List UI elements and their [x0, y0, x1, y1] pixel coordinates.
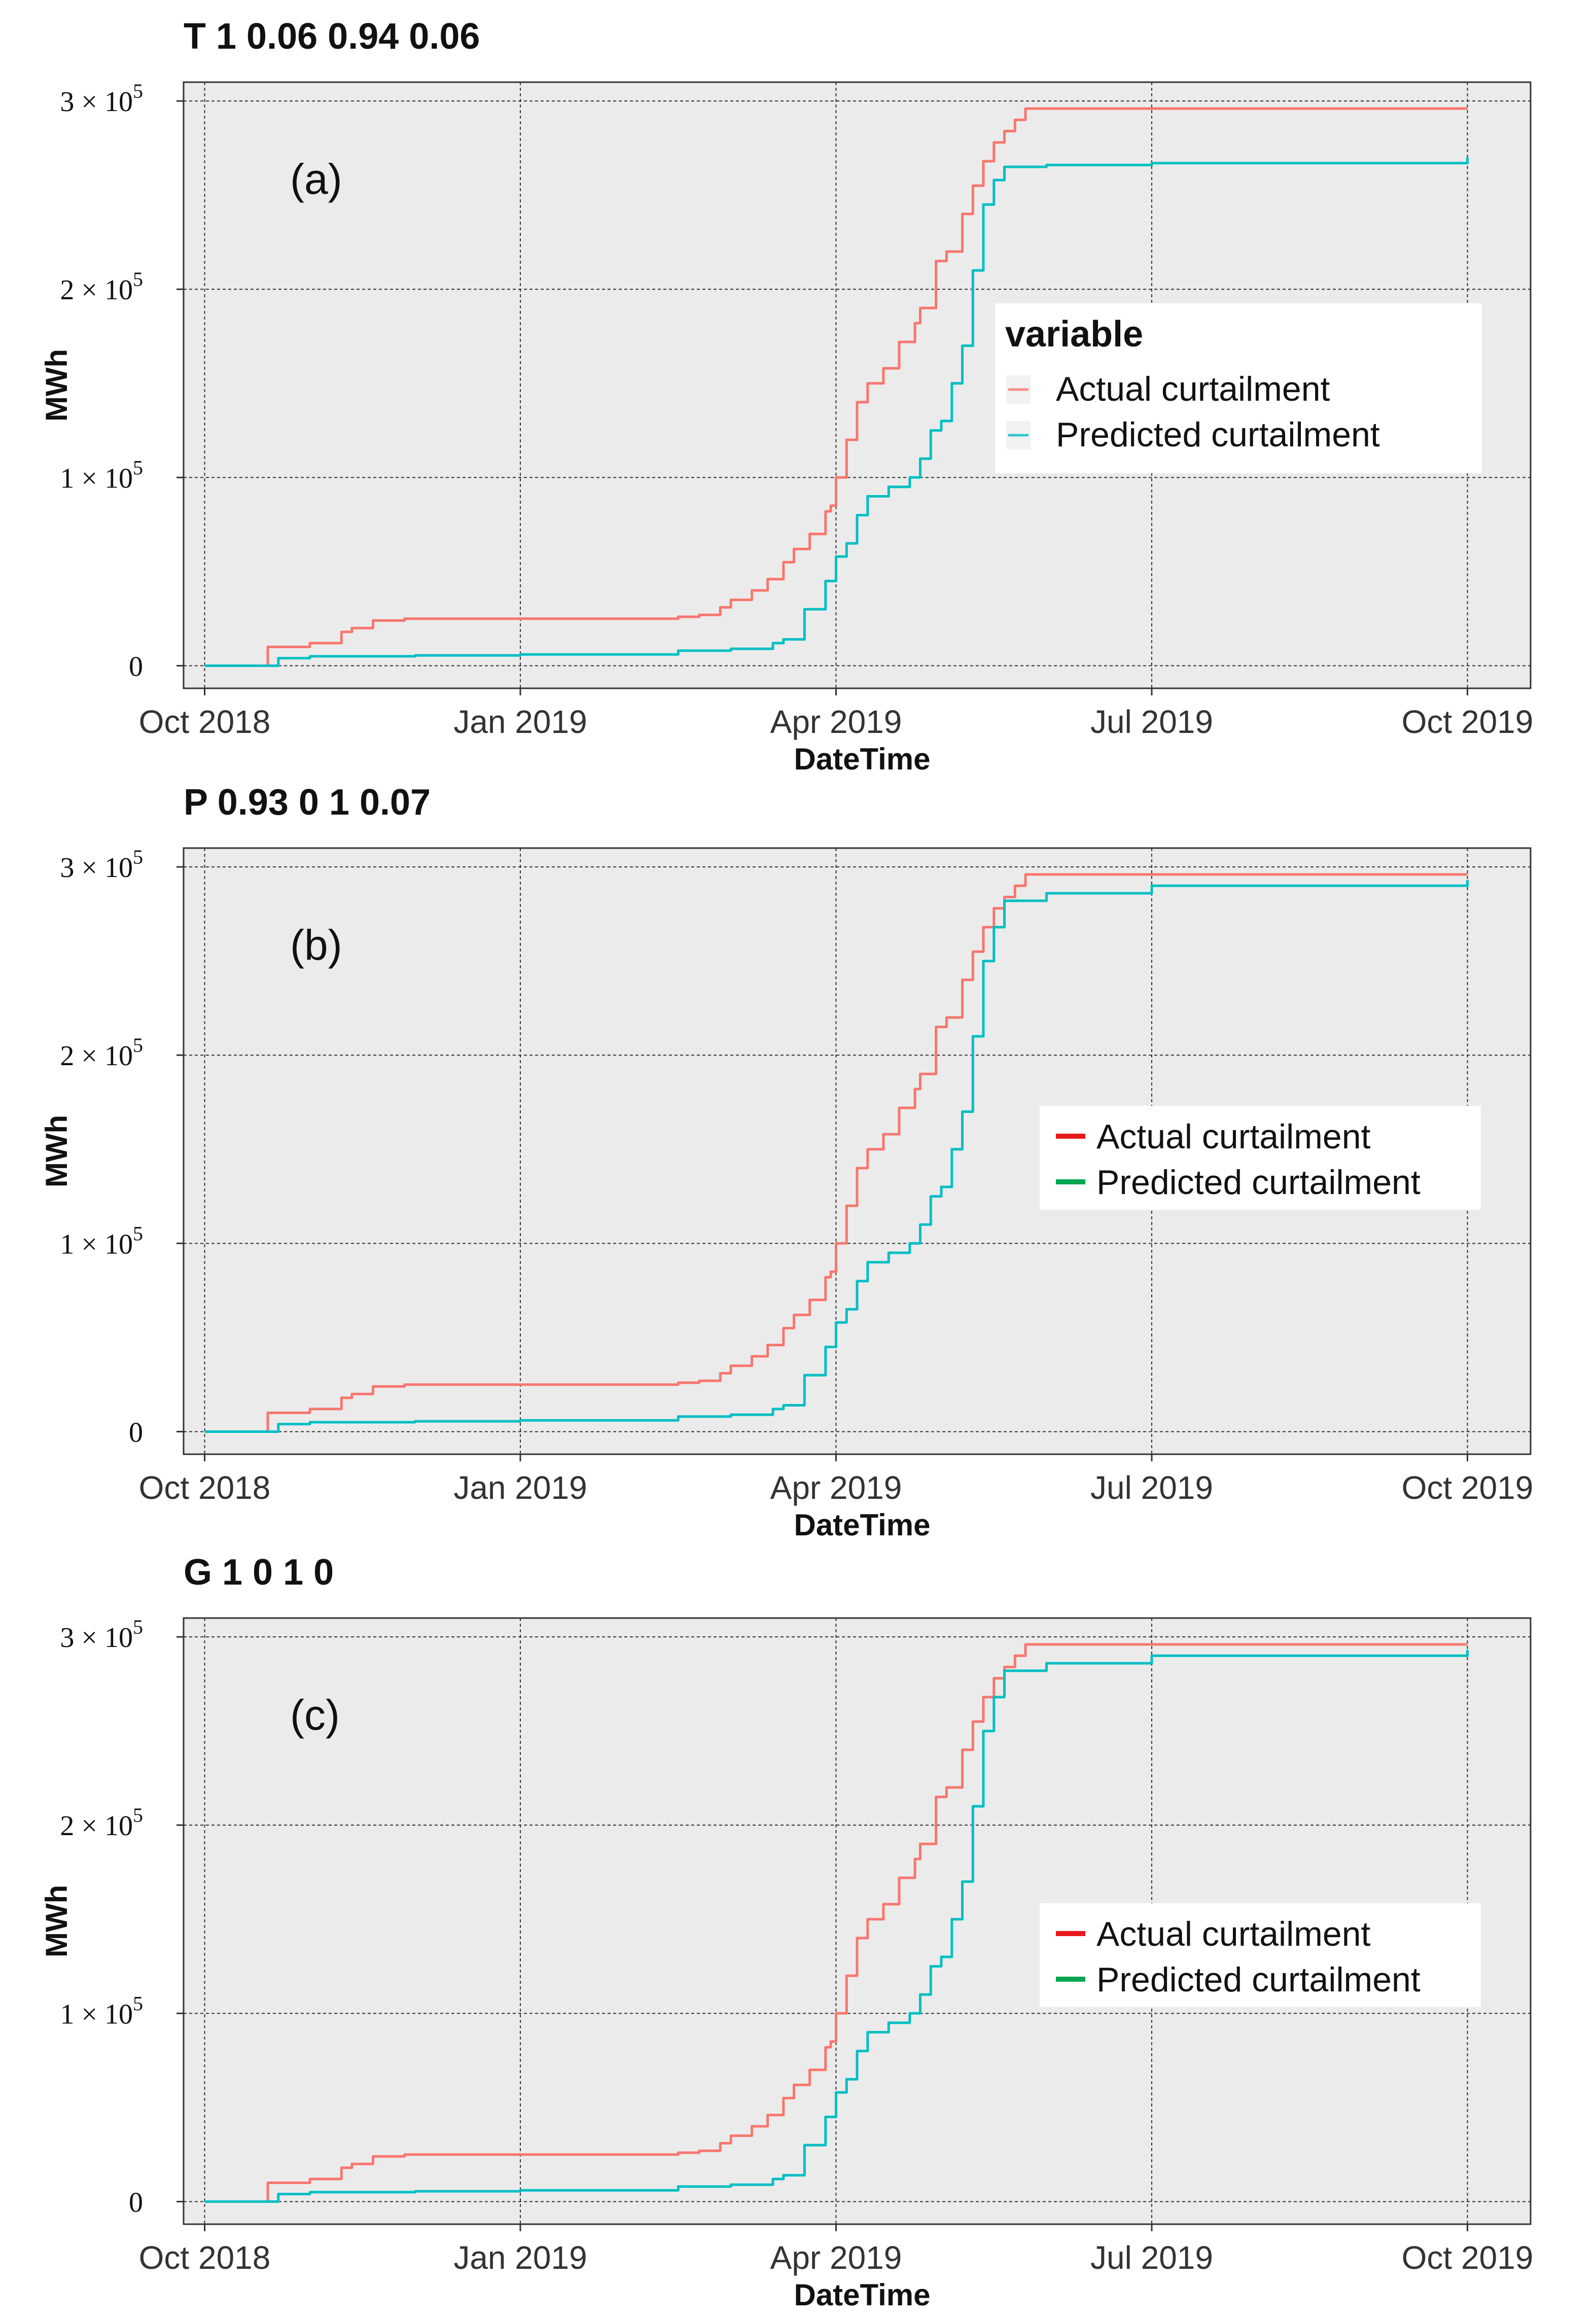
y-tick-mantissa: 0 — [129, 1417, 143, 1448]
series-line-actual — [204, 873, 1468, 1433]
x-axis-label: DateTime — [794, 2278, 930, 2312]
plot-border — [183, 1617, 1532, 2225]
x-tick-label: Oct 2018 — [139, 2239, 271, 2276]
legend-entry-label: Predicted curtailment — [1096, 1163, 1421, 1202]
y-tick-label: 2 × 105 — [60, 1804, 143, 1842]
x-axis-label: DateTime — [794, 742, 930, 776]
y-tick-mantissa: 1 × 10 — [60, 463, 133, 494]
y-tick-label: 3 × 105 — [60, 1616, 143, 1654]
y-tick-label: 3 × 105 — [60, 846, 143, 884]
x-tick-label: Jul 2019 — [1090, 1469, 1213, 1506]
chart-panel-2: P 0.93 0 1 0.07 Oct 2018 Jan 2019 Apr 2019 J… — [40, 782, 1533, 1542]
x-axis-label: DateTime — [794, 1508, 930, 1542]
legend-box — [1040, 1106, 1481, 1210]
y-tick-mantissa: 2 × 10 — [60, 274, 133, 306]
y-tick-label: 1 × 105 — [60, 1222, 143, 1260]
y-tick-exponent: 5 — [133, 456, 143, 479]
y-tick-mantissa: 3 × 10 — [60, 852, 133, 884]
chart-title: P 0.93 0 1 0.07 — [184, 782, 431, 823]
plot-border — [183, 847, 1532, 1455]
y-tick-label: 1 × 105 — [60, 1992, 143, 2030]
x-tick-label: Oct 2018 — [139, 1469, 271, 1506]
x-tick-label: Jul 2019 — [1090, 2239, 1213, 2276]
y-tick-label: 0 — [129, 1417, 143, 1448]
panel-label: (c) — [290, 1691, 340, 1739]
y-tick-mantissa: 3 × 10 — [60, 1622, 133, 1654]
y-tick-mantissa: 1 × 10 — [60, 1229, 133, 1260]
x-tick-label: Oct 2019 — [1402, 1469, 1534, 1506]
x-tick-label: Apr 2019 — [770, 704, 902, 740]
y-tick-mantissa: 2 × 10 — [60, 1810, 133, 1842]
series-line-actual — [204, 107, 1468, 667]
legend-entry-label: Actual curtailment — [1056, 370, 1330, 408]
series-line-predicted — [204, 157, 1469, 667]
y-tick-exponent: 5 — [133, 80, 143, 102]
legend-title: variable — [1005, 314, 1143, 355]
legend-entry-label: Predicted curtailment — [1096, 1960, 1421, 1999]
y-tick-label: 3 × 105 — [60, 80, 143, 118]
chart-panel-3: G 1 0 1 0 Oct 2018 Jan 2019 Apr 2019 Jul 201… — [40, 1552, 1533, 2312]
x-tick-label: Oct 2019 — [1402, 2239, 1534, 2276]
y-tick-exponent: 5 — [133, 1992, 143, 2015]
y-tick-label: 2 × 105 — [60, 268, 143, 306]
y-tick-label: 0 — [129, 651, 143, 682]
y-axis-label: MWh — [40, 1885, 74, 1957]
y-tick-mantissa: 2 × 10 — [60, 1040, 133, 1072]
x-tick-label: Apr 2019 — [770, 2239, 902, 2276]
x-tick-label: Jan 2019 — [453, 1469, 587, 1506]
x-tick-label: Oct 2019 — [1402, 704, 1534, 740]
legend-box — [1040, 1903, 1481, 2007]
x-tick-label: Jan 2019 — [453, 2239, 587, 2276]
y-tick-mantissa: 1 × 10 — [60, 1998, 133, 2030]
y-tick-mantissa: 0 — [129, 2187, 143, 2218]
legend-entry-label: Actual curtailment — [1096, 1915, 1371, 1953]
chart-title: G 1 0 1 0 — [184, 1552, 334, 1593]
chart-title: T 1 0.06 0.94 0.06 — [184, 16, 480, 57]
y-tick-exponent: 5 — [133, 1616, 143, 1638]
y-tick-exponent: 5 — [133, 846, 143, 868]
y-tick-exponent: 5 — [133, 268, 143, 291]
legend-entry-label: Predicted curtailment — [1056, 415, 1380, 454]
legend-box — [995, 303, 1482, 473]
y-tick-label: 2 × 105 — [60, 1034, 143, 1072]
x-tick-label: Oct 2018 — [139, 704, 271, 740]
y-tick-label: 0 — [129, 2187, 143, 2218]
legend: variable Actual curtailment Predicted curt… — [995, 303, 1482, 473]
legend: Actual curtailment Predicted curtailment — [1040, 1903, 1481, 2007]
plot-border — [183, 81, 1532, 689]
legend-entry-label: Actual curtailment — [1096, 1117, 1371, 1156]
panel-label: (a) — [290, 155, 342, 203]
y-axis-label: MWh — [40, 349, 74, 422]
y-tick-exponent: 5 — [133, 1804, 143, 1827]
x-tick-label: Apr 2019 — [770, 1469, 902, 1506]
series-line-actual — [204, 1643, 1468, 2203]
x-tick-label: Jul 2019 — [1090, 704, 1213, 740]
y-tick-exponent: 5 — [133, 1034, 143, 1057]
x-tick-label: Jan 2019 — [453, 704, 587, 740]
panel-label: (b) — [290, 921, 342, 969]
y-tick-exponent: 5 — [133, 1222, 143, 1245]
legend: Actual curtailment Predicted curtailment — [1040, 1106, 1481, 1210]
series-line-predicted — [204, 1650, 1469, 2203]
y-tick-label: 1 × 105 — [60, 456, 143, 494]
y-tick-mantissa: 3 × 10 — [60, 86, 133, 118]
chart-panel-1: T 1 0.06 0.94 0.06 Oct 2018 Jan 2019 Apr 20… — [40, 16, 1533, 776]
y-axis-label: MWh — [40, 1115, 74, 1187]
series-line-predicted — [204, 880, 1469, 1433]
y-tick-mantissa: 0 — [129, 651, 143, 682]
